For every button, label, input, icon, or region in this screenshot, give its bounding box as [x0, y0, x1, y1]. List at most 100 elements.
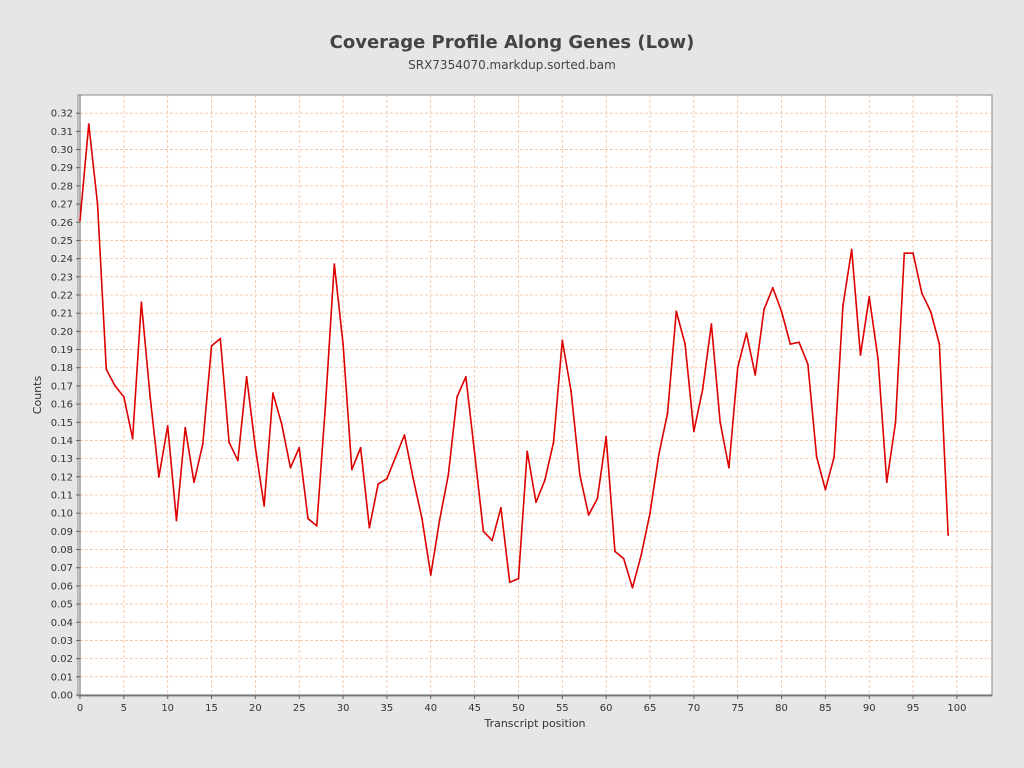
coverage-data-point — [421, 517, 423, 520]
coverage-data-point — [438, 519, 441, 522]
coverage-data-point — [482, 530, 485, 533]
coverage-data-point — [631, 586, 634, 589]
coverage-data-point — [929, 310, 932, 313]
coverage-data-point — [798, 341, 800, 344]
coverage-data-point — [184, 426, 187, 429]
coverage-data-point — [684, 343, 686, 345]
coverage-data-point — [587, 514, 590, 516]
y-tick-label: 0.20 — [51, 327, 73, 338]
x-tick-label: 15 — [205, 703, 218, 714]
coverage-data-point — [201, 443, 204, 445]
coverage-data-point — [394, 455, 397, 458]
coverage-data-point — [771, 286, 774, 289]
x-tick-label: 80 — [775, 703, 788, 714]
coverage-data-point — [517, 577, 520, 580]
coverage-data-point — [543, 479, 546, 482]
coverage-data-point — [903, 252, 906, 255]
y-tick-label: 0.07 — [51, 563, 73, 574]
coverage-data-point — [508, 581, 511, 584]
coverage-data-point — [605, 435, 608, 438]
coverage-data-point — [447, 474, 450, 476]
y-tick-label: 0.14 — [51, 436, 73, 447]
coverage-data-point — [386, 477, 388, 480]
plot-area — [77, 94, 993, 697]
coverage-data-point — [570, 390, 572, 393]
y-tick-label: 0.18 — [51, 363, 73, 374]
coverage-data-point — [500, 506, 502, 509]
coverage-data-point — [701, 388, 704, 391]
coverage-data-point — [710, 323, 713, 325]
coverage-data-point — [824, 488, 827, 491]
x-tick-label: 65 — [644, 703, 657, 714]
coverage-data-point — [456, 395, 458, 398]
grid — [80, 95, 992, 695]
coverage-data-point — [780, 310, 783, 313]
x-tick-label: 0 — [77, 703, 83, 714]
coverage-data-point — [307, 517, 309, 520]
y-tick-label: 0.26 — [51, 218, 73, 229]
x-tick-label: 55 — [556, 703, 569, 714]
coverage-data-point — [350, 468, 353, 471]
x-tick-label: 40 — [424, 703, 437, 714]
coverage-data-point — [938, 343, 941, 345]
coverage-data-point — [315, 525, 318, 527]
coverage-data-point — [719, 421, 722, 424]
coverage-data-point — [359, 446, 362, 449]
y-tick-label: 0.28 — [51, 181, 73, 192]
y-tick-label: 0.30 — [51, 145, 73, 156]
coverage-data-point — [535, 501, 537, 504]
coverage-data-point — [912, 252, 914, 255]
y-tick-label: 0.05 — [51, 600, 73, 611]
coverage-data-point — [412, 477, 415, 480]
coverage-data-point — [333, 263, 336, 265]
coverage-data-point — [236, 459, 239, 462]
y-tick-label: 0.06 — [51, 581, 73, 592]
coverage-data-point — [193, 481, 195, 484]
x-tick-label: 70 — [687, 703, 700, 714]
coverage-data-point — [87, 123, 90, 125]
coverage-data-point — [131, 437, 134, 440]
coverage-data-point — [464, 375, 467, 378]
coverage-data-point — [920, 292, 923, 295]
coverage-data-point — [228, 441, 230, 444]
coverage-data-point — [692, 430, 695, 433]
coverage-data-point — [728, 466, 730, 469]
coverage-data-point — [79, 219, 81, 222]
coverage-series-line — [79, 123, 949, 589]
x-tick-label: 10 — [161, 703, 174, 714]
coverage-data-point — [368, 526, 371, 529]
coverage-data-point — [114, 385, 116, 387]
y-tick-label: 0.03 — [51, 636, 73, 647]
coverage-data-point — [491, 539, 494, 542]
coverage-data-point — [850, 248, 853, 251]
x-tick-label: 100 — [947, 703, 966, 714]
y-tick-label: 0.24 — [51, 254, 73, 265]
y-tick-label: 0.31 — [51, 127, 73, 138]
y-tick-label: 0.16 — [51, 400, 73, 411]
coverage-data-point — [596, 497, 599, 500]
y-tick-label: 0.29 — [51, 163, 73, 174]
y-tick-label: 0.08 — [51, 545, 73, 556]
y-tick-label: 0.13 — [51, 454, 73, 465]
coverage-data-point — [789, 343, 792, 345]
coverage-data-point — [675, 310, 678, 313]
y-tick-label: 0.21 — [51, 309, 73, 320]
coverage-data-point — [806, 363, 809, 365]
coverage-data-point — [403, 434, 406, 436]
coverage-data-point — [868, 295, 871, 298]
y-tick-label: 0.12 — [51, 472, 73, 483]
coverage-data-point — [272, 392, 274, 395]
coverage-data-point — [859, 354, 862, 356]
y-tick-label: 0.01 — [51, 672, 73, 683]
x-axis-label: Transcript position — [483, 717, 585, 730]
coverage-data-point — [649, 512, 651, 515]
x-tick-label: 60 — [600, 703, 613, 714]
coverage-data-point — [640, 554, 643, 556]
coverage-data-point — [947, 534, 950, 536]
coverage-data-point — [324, 403, 327, 405]
coverage-data-point — [377, 483, 380, 485]
x-tick-label: 45 — [468, 703, 481, 714]
coverage-data-point — [815, 455, 818, 458]
coverage-data-point — [473, 452, 476, 455]
